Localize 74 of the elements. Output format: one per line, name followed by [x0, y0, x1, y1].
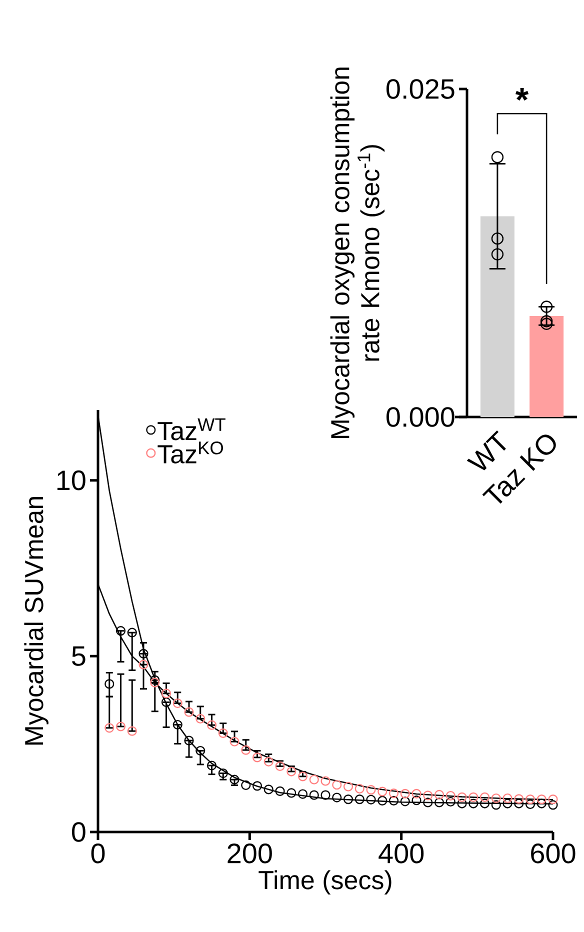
- x-axis-title: Time (secs): [258, 870, 392, 894]
- point: [468, 792, 478, 802]
- y-tick-label: 10: [57, 470, 86, 490]
- point: [230, 774, 240, 784]
- point: [378, 796, 388, 806]
- point: [536, 798, 546, 808]
- point: [480, 792, 490, 802]
- point: [354, 784, 364, 794]
- point: [412, 796, 422, 806]
- point: [457, 792, 467, 802]
- point: [434, 798, 444, 808]
- x-tick-label: 0: [91, 844, 105, 864]
- point: [400, 796, 410, 806]
- point: [548, 794, 558, 804]
- point: [218, 768, 228, 778]
- point: [320, 790, 330, 800]
- point: [343, 782, 354, 792]
- point: [514, 794, 524, 804]
- point: [332, 780, 342, 790]
- point: [286, 766, 296, 776]
- y-axis-title: Myocardial SUVmean: [24, 497, 48, 745]
- point: [502, 798, 512, 808]
- point: [366, 784, 376, 795]
- annotation: *: [515, 88, 529, 101]
- point: [491, 793, 501, 804]
- point: [104, 679, 114, 689]
- point: [241, 780, 251, 790]
- point: [206, 760, 217, 770]
- point: [525, 794, 536, 804]
- point: [491, 800, 501, 810]
- point: [446, 790, 456, 801]
- legend-label: Taz$^{KO}$: [158, 441, 223, 464]
- point: [446, 796, 456, 807]
- point: [366, 794, 376, 804]
- legend-label: Taz$^{WT}$: [158, 418, 226, 440]
- point: [320, 776, 330, 786]
- point: [275, 786, 285, 796]
- point: [457, 798, 467, 808]
- point: [400, 788, 410, 798]
- point: [480, 798, 490, 808]
- point: [388, 796, 399, 806]
- point: [309, 774, 319, 784]
- y-tick-label: 0: [72, 822, 86, 842]
- point: [378, 786, 388, 796]
- point: [275, 761, 285, 772]
- point: [354, 794, 364, 804]
- point: [264, 756, 274, 766]
- point: [252, 752, 262, 762]
- point: [252, 781, 262, 791]
- point: [286, 788, 296, 798]
- point: [525, 799, 536, 810]
- point: [343, 794, 354, 804]
- point: [412, 788, 422, 798]
- y-tick-label: 0.025: [386, 79, 454, 99]
- point: [388, 788, 399, 798]
- point: [536, 794, 546, 804]
- y-tick-label: 0.000: [386, 407, 454, 427]
- point: [514, 798, 524, 808]
- point: [502, 793, 512, 804]
- x-tick-label: 200: [228, 844, 272, 864]
- point: [332, 792, 342, 802]
- y-tick-label: 5: [72, 646, 86, 666]
- x-tick-label: 400: [378, 844, 424, 864]
- point: [423, 790, 433, 800]
- x-tick-label: 600: [531, 844, 576, 864]
- point: [548, 800, 558, 810]
- point: [468, 798, 478, 808]
- point: [434, 790, 444, 800]
- point: [309, 790, 319, 800]
- x-tick-label: WT: [466, 430, 506, 470]
- point: [264, 784, 274, 794]
- point: [423, 798, 433, 808]
- point: [298, 789, 308, 799]
- point: [298, 772, 308, 782]
